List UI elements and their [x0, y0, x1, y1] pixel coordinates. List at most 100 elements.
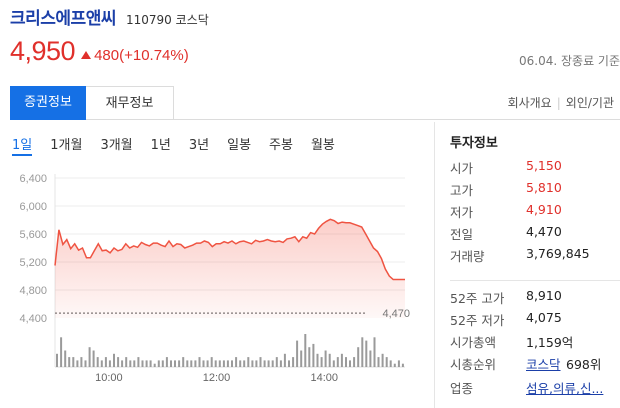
volume-bar [129, 360, 132, 367]
info-row: 52주 고가 8,910 [450, 288, 620, 308]
stock-code: 110790 코스닥 [125, 13, 209, 27]
volume-bar [88, 347, 91, 367]
volume-bar [255, 360, 258, 367]
volume-bar [170, 360, 172, 367]
volume-bar [296, 340, 299, 367]
volume-bar [145, 360, 148, 367]
volume-bar [125, 357, 128, 367]
period-1y[interactable]: 1년 [150, 138, 171, 153]
volume-bar [117, 357, 120, 367]
volume-bar [210, 357, 213, 367]
volume-bar [251, 360, 254, 367]
volume-bar [300, 350, 303, 367]
period-weekly-candle[interactable]: 주봉 [269, 138, 293, 153]
info-label: 시가 [450, 161, 474, 176]
volume-bar [320, 357, 323, 367]
info-label: 시가총액 [450, 335, 497, 350]
period-3m[interactable]: 3개월 [100, 138, 133, 153]
up-arrow-icon [81, 51, 92, 59]
date-status: 06.04. 장종료 기준 [519, 54, 620, 68]
period-1m[interactable]: 1개월 [50, 138, 83, 153]
volume-bar [133, 360, 136, 367]
investment-info-title: 투자정보 [450, 136, 498, 151]
volume-bar [178, 360, 181, 367]
panel-divider [434, 122, 435, 408]
x-tick-label: 12:00 [203, 372, 231, 384]
info-row: 시가총액 1,159억 [450, 332, 620, 352]
volume-bar [84, 360, 87, 367]
info-label: 52주 저가 [450, 313, 505, 328]
volume-bar [76, 360, 79, 367]
period-selector: 1일 1개월 3개월 1년 3년 일봉 주봉 월봉 [12, 134, 353, 156]
y-tick-label: 4,800 [19, 285, 47, 297]
investment-info: 투자정보 시가 5,150 고가 5,810 저가 4,910 전일 4,470 거래량 3,76… [450, 132, 620, 396]
volume-bar [68, 357, 71, 367]
x-tick-label: 10:00 [95, 372, 123, 384]
volume-bar [389, 360, 392, 367]
volume-bar [401, 363, 404, 367]
volume-bar [361, 337, 364, 367]
volume-bar [357, 347, 360, 367]
price-row: 4,950 480(+10.74%) [10, 36, 189, 67]
price-change: 480(+10.74%) [81, 47, 189, 64]
volume-bar [381, 353, 384, 367]
info-value: 5,150 [526, 158, 562, 173]
period-1d[interactable]: 1일 [12, 134, 33, 156]
volume-bar [397, 360, 400, 367]
volume-bar [96, 357, 99, 367]
info-value: 3,769,845 [526, 246, 590, 261]
info-value[interactable]: 섬유,의류,신... [526, 381, 604, 396]
foreign-institution-link[interactable]: 외인/기관 [565, 96, 614, 110]
price-line [54, 218, 405, 281]
volume-bar [279, 360, 282, 367]
volume-bar [283, 353, 286, 367]
title-row: 크리스에프앤씨 110790 코스닥 [10, 4, 209, 29]
info-row: 저가 4,910 [450, 202, 620, 222]
info-value: 1,159억 [526, 335, 574, 350]
info-value[interactable]: 코스닥 [526, 357, 561, 372]
info-label: 52주 고가 [450, 291, 505, 306]
price-chart[interactable]: 6,400 6,000 5,600 5,200 4,800 4,400 4,470 10:00… [0, 162, 420, 402]
stock-name[interactable]: 크리스에프앤씨 [10, 9, 116, 29]
info-row: 시가 5,150 [450, 158, 620, 178]
volume-bar [121, 360, 124, 367]
volume-bar [165, 357, 168, 367]
volume-bar [226, 360, 229, 367]
volume-bar [385, 357, 388, 367]
volume-bar [324, 350, 327, 367]
volume-bar [72, 357, 75, 367]
volume-bar [64, 350, 67, 367]
period-daily-candle[interactable]: 일봉 [227, 138, 252, 153]
volume-bar [108, 360, 111, 367]
current-price: 4,950 [10, 36, 76, 66]
x-tick-label: 14:00 [310, 372, 338, 384]
volume-bar [271, 360, 274, 367]
right-links: 회사개요 | 외인/기관 [508, 86, 614, 120]
company-overview-link[interactable]: 회사개요 [507, 96, 552, 110]
info-row: 52주 저가 4,075 [450, 310, 620, 330]
volume-bar [190, 360, 193, 367]
volume-bar [141, 360, 144, 367]
info-row: 고가 5,810 [450, 180, 620, 200]
info-value: 8,910 [526, 288, 562, 303]
price-area [55, 219, 405, 318]
volume-bar [235, 357, 238, 367]
volume-bar [377, 357, 380, 367]
volume-bar [56, 353, 58, 367]
info-value: 4,470 [526, 224, 562, 239]
volume-bar [312, 343, 315, 367]
volume-bar [231, 360, 233, 367]
tab-financial-info[interactable]: 재무정보 [86, 86, 174, 120]
info-value: 4,910 [526, 202, 562, 217]
prev-close-label: 4,470 [382, 308, 410, 320]
period-monthly-candle[interactable]: 월봉 [310, 138, 335, 153]
info-label: 전일 [450, 227, 474, 242]
volume-bar [153, 363, 156, 367]
volume-bar [243, 360, 246, 367]
volume-bar [328, 353, 331, 367]
period-3y[interactable]: 3년 [188, 138, 210, 153]
volume-bar [369, 350, 372, 367]
tab-stock-info[interactable]: 증권정보 [10, 86, 86, 120]
y-tick-label: 4,400 [19, 313, 47, 325]
volume-bar [194, 360, 197, 367]
